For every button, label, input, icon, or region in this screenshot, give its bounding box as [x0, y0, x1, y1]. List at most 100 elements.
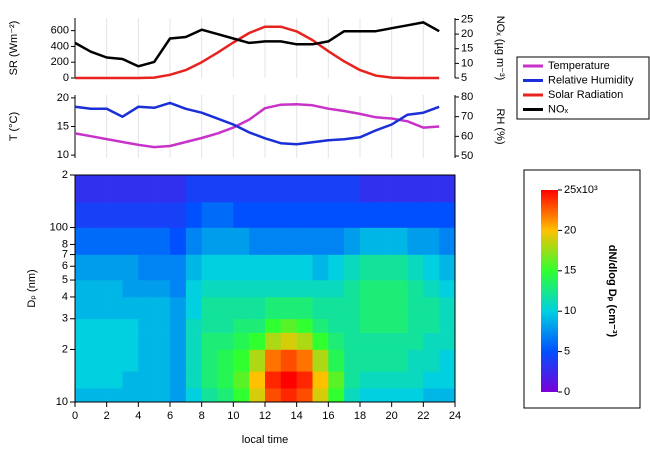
heatmap-cell [75, 296, 92, 320]
heatmap-cell [75, 280, 92, 298]
heatmap-cell [423, 175, 440, 203]
heatmap-cell [249, 202, 266, 228]
y-tick-label: 0 [63, 72, 69, 84]
heatmap-cell [233, 227, 250, 255]
heatmap-cell [296, 318, 313, 333]
y-tick-label: 15 [57, 120, 69, 132]
axis-label: NOₓ (µg m⁻³) [494, 16, 506, 81]
legend-label: Solar Radiation [548, 89, 623, 101]
heatmap-cell [233, 202, 250, 228]
colorbar-tick-label: 5 [564, 346, 570, 358]
heatmap-cell [122, 227, 139, 255]
heatmap-cell [170, 332, 187, 350]
heatmap-cell [154, 296, 171, 320]
heatmap-cell [328, 227, 345, 255]
heatmap-cell [185, 175, 202, 203]
heatmap-cell [122, 388, 139, 403]
heatmap-cell [360, 318, 377, 333]
heatmap-cell [391, 202, 408, 228]
heatmap-cell [360, 202, 377, 228]
heatmap-cell [217, 371, 234, 389]
heatmap-cell [312, 318, 329, 333]
y2-tick-label: 5 [461, 72, 467, 84]
y-tick-label: 2 [62, 169, 68, 181]
heatmap-cell [328, 280, 345, 298]
heatmap-cell [280, 388, 297, 403]
heatmap-cell [296, 202, 313, 228]
series-line [74, 102, 440, 149]
heatmap-cell [296, 332, 313, 350]
heatmap-cell [106, 349, 123, 372]
heatmap-cell [201, 227, 218, 255]
heatmap-cell [375, 254, 392, 281]
heatmap-cell [122, 280, 139, 298]
heatmap-cell [185, 318, 202, 333]
heatmap-cell [296, 227, 313, 255]
heatmap-cell [217, 318, 234, 333]
heatmap-cell [344, 388, 361, 403]
y2-tick-label: 80 [461, 91, 473, 103]
heatmap-cell [391, 349, 408, 372]
heatmap-cell [138, 202, 155, 228]
heatmap-cell [154, 175, 171, 203]
heatmap-cell [170, 202, 187, 228]
heatmap-cell [170, 349, 187, 372]
heatmap-cell [170, 175, 187, 203]
heatmap-cell [138, 280, 155, 298]
y-tick-label: 7 [62, 248, 68, 260]
heatmap-cell [391, 280, 408, 298]
heatmap-cell [138, 296, 155, 320]
x-tick-label: 2 [104, 410, 110, 422]
heatmap-cell [106, 332, 123, 350]
heatmap-cell [106, 318, 123, 333]
heatmap-cell [280, 349, 297, 372]
heatmap-cell [122, 202, 139, 228]
heatmap-cell [265, 296, 282, 320]
heatmap-cell [265, 227, 282, 255]
heatmap-cell [328, 332, 345, 350]
heatmap-cell [154, 318, 171, 333]
heatmap-cell [90, 371, 107, 389]
heatmap-cell [328, 388, 345, 403]
heatmap-cell [249, 332, 266, 350]
heatmap-cell [154, 202, 171, 228]
heatmap-cell [439, 280, 456, 298]
heatmap-cell [439, 296, 456, 320]
heatmap-cell [280, 332, 297, 350]
heatmap-cell [344, 349, 361, 372]
y2-tick-label: 70 [461, 111, 473, 123]
heatmap-cell [423, 349, 440, 372]
heatmap-cell [122, 175, 139, 203]
heatmap-cell [328, 202, 345, 228]
heatmap-cell [312, 202, 329, 228]
heatmap-cell [201, 280, 218, 298]
heatmap-cell [328, 349, 345, 372]
heatmap-cell [407, 371, 424, 389]
heatmap-cell [344, 175, 361, 203]
heatmap-cell [375, 296, 392, 320]
heatmap-cell [360, 332, 377, 350]
colorbar-box [523, 169, 641, 409]
heatmap-cell [138, 371, 155, 389]
heatmap-cell [344, 280, 361, 298]
heatmap-cell [391, 318, 408, 333]
heatmap-cell [391, 388, 408, 403]
heatmap-cell [344, 254, 361, 281]
heatmap-cell [170, 254, 187, 281]
heatmap-cell [312, 371, 329, 389]
heatmap-cell [312, 280, 329, 298]
heatmap-cell [233, 175, 250, 203]
heatmap-cell [265, 318, 282, 333]
y-tick-label: 200 [51, 56, 69, 68]
legend-label: Temperature [548, 60, 610, 72]
heatmap-cell [280, 227, 297, 255]
heatmap-cell [328, 318, 345, 333]
heatmap-cell [280, 202, 297, 228]
heatmap-cell [296, 349, 313, 372]
heatmap-cell [249, 227, 266, 255]
heatmap-cell [423, 227, 440, 255]
heatmap-cell [344, 202, 361, 228]
heatmap-cell [312, 227, 329, 255]
heatmap-cell [296, 280, 313, 298]
